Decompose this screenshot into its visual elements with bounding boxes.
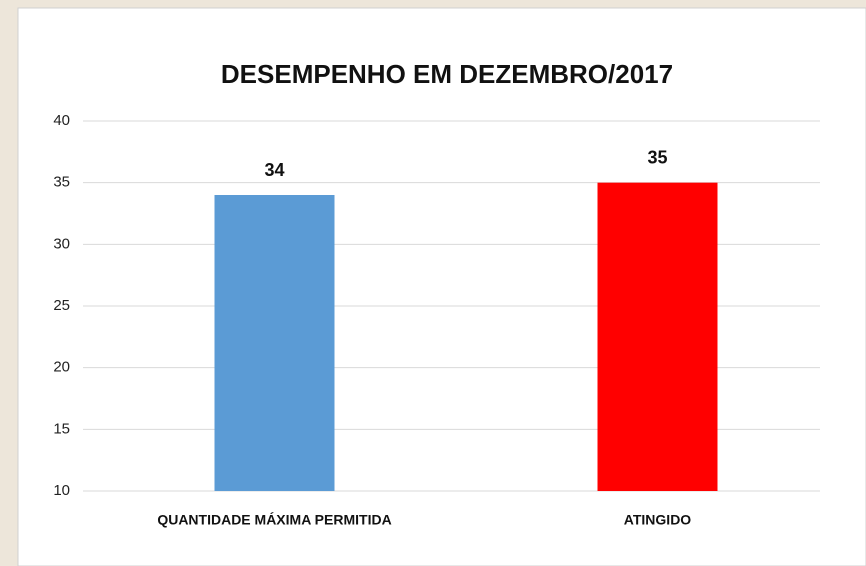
x-tick-label: QUANTIDADE MÁXIMA PERMITIDA bbox=[157, 512, 391, 528]
data-label: 34 bbox=[264, 160, 284, 180]
y-tick-label: 15 bbox=[53, 420, 70, 437]
data-label: 35 bbox=[647, 147, 667, 167]
y-tick-label: 10 bbox=[53, 482, 70, 499]
y-tick-label: 40 bbox=[53, 112, 70, 129]
y-tick-label: 20 bbox=[53, 359, 70, 376]
y-tick-label: 25 bbox=[53, 297, 70, 314]
chart-panel bbox=[17, 7, 866, 566]
chart-title: DESEMPENHO EM DEZEMBRO/2017 bbox=[221, 59, 673, 89]
bar bbox=[597, 182, 718, 491]
y-tick-label: 35 bbox=[53, 174, 70, 191]
bar bbox=[214, 195, 335, 491]
y-tick-label: 30 bbox=[53, 235, 70, 252]
x-tick-label: ATINGIDO bbox=[624, 512, 692, 528]
